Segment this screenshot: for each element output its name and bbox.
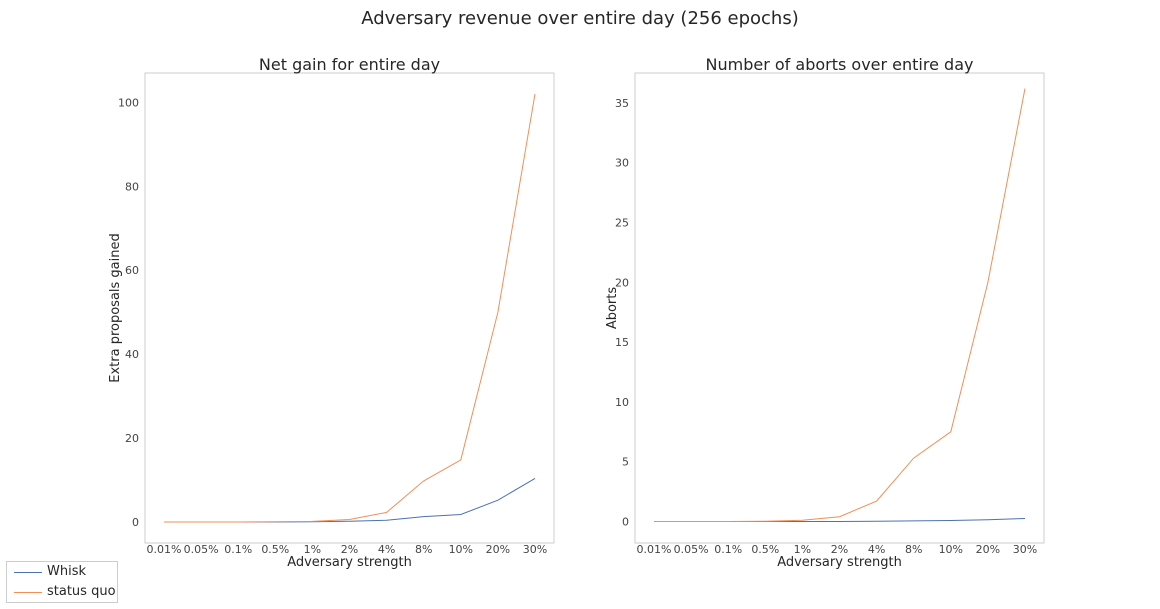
y-tick-label: 30 [615, 157, 629, 170]
plot-frame [634, 72, 1045, 544]
y-tick-label: 20 [125, 432, 139, 445]
x-tick-label: 0.05% [184, 543, 219, 556]
y-tick-label: 0 [132, 516, 139, 529]
x-tick-label: 2% [341, 543, 358, 556]
legend-item-status-quo: status quo [7, 583, 117, 602]
series-line-whisk [164, 477, 536, 523]
x-axis-label: Adversary strength [777, 555, 902, 570]
figure-title: Adversary revenue over entire day (256 e… [361, 8, 799, 29]
chart-panel-net-gain: Net gain for entire day 0.01% 0.05% 0.1% 0.5… [108, 55, 555, 570]
chart-title: Number of aborts over entire day [706, 55, 974, 74]
x-tick-label: 30% [1013, 543, 1037, 556]
x-tick-label: 30% [523, 543, 547, 556]
legend-label-whisk: Whisk [47, 564, 87, 579]
y-axis-label: Extra proposals gained [108, 233, 123, 383]
x-tick-label: 1% [304, 543, 321, 556]
x-tick-label: 20% [976, 543, 1000, 556]
y-tick-label: 25 [615, 216, 629, 229]
x-tick-label: 0.1% [224, 543, 252, 556]
x-tick-label: 10% [449, 543, 473, 556]
y-tick-label: 60 [125, 264, 139, 277]
x-tick-label: 4% [868, 543, 885, 556]
y-tick-label: 10 [615, 396, 629, 409]
chart-title: Net gain for entire day [259, 55, 440, 74]
y-tick-label: 80 [125, 180, 139, 193]
y-tick-label: 5 [622, 456, 629, 469]
x-tick-label: 0.01% [147, 543, 182, 556]
series-line-status-quo [164, 93, 536, 523]
series-line-status-quo [654, 88, 1026, 522]
y-tick-label: 20 [615, 276, 629, 289]
x-axis-label: Adversary strength [287, 555, 412, 570]
chart-panel-aborts: Number of aborts over entire day 0.01% 0.0… [605, 55, 1045, 570]
x-tick-label: 4% [378, 543, 395, 556]
x-tick-label: 0.5% [261, 543, 289, 556]
x-tick-label: 0.01% [637, 543, 672, 556]
legend: Whisk status quo [6, 561, 118, 603]
x-tick-label: 0.5% [751, 543, 779, 556]
y-tick-label: 15 [615, 336, 629, 349]
plot-frame [144, 72, 555, 544]
x-tick-label: 2% [831, 543, 848, 556]
x-tick-label: 8% [905, 543, 922, 556]
legend-label-status-quo: status quo [47, 584, 116, 599]
x-tick-label: 0.1% [714, 543, 742, 556]
x-tick-label: 8% [415, 543, 432, 556]
legend-swatch-status-quo [14, 592, 42, 593]
x-tick-label: 10% [939, 543, 963, 556]
y-tick-label: 0 [622, 515, 629, 528]
y-tick-label: 100 [118, 96, 139, 109]
x-tick-label: 1% [794, 543, 811, 556]
y-axis-label: Aborts [605, 287, 620, 330]
y-tick-label: 35 [615, 97, 629, 110]
x-tick-label: 20% [486, 543, 510, 556]
y-tick-label: 40 [125, 348, 139, 361]
legend-item-whisk: Whisk [7, 563, 117, 582]
legend-swatch-whisk [14, 572, 42, 573]
x-tick-label: 0.05% [674, 543, 709, 556]
